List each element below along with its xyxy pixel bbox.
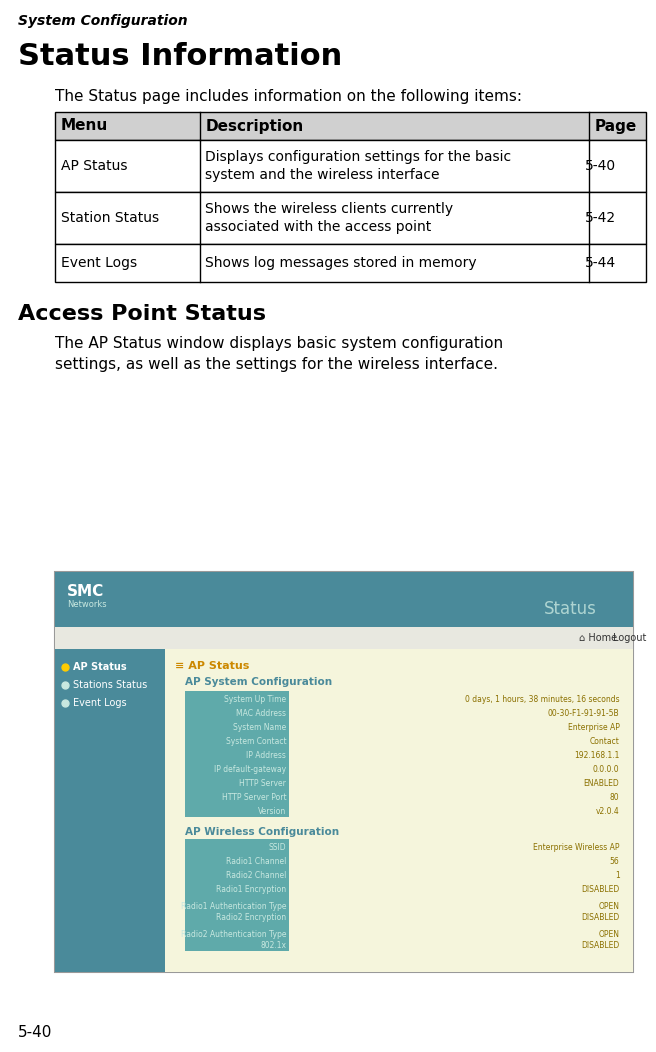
Text: Networks: Networks bbox=[67, 600, 106, 609]
Text: HTTP Server Port: HTTP Server Port bbox=[222, 792, 286, 802]
Text: 00-30-F1-91-91-5B: 00-30-F1-91-91-5B bbox=[548, 708, 619, 717]
Text: ≡ AP Status: ≡ AP Status bbox=[174, 661, 249, 671]
Text: Page: Page bbox=[594, 119, 637, 134]
Text: The AP Status window displays basic system configuration
settings, as well as th: The AP Status window displays basic syst… bbox=[55, 336, 503, 372]
Bar bbox=[55, 112, 646, 140]
Bar bbox=[184, 719, 289, 733]
Text: Displays configuration settings for the basic
system and the wireless interface: Displays configuration settings for the … bbox=[205, 149, 512, 182]
Text: System Configuration: System Configuration bbox=[18, 14, 188, 28]
Bar bbox=[184, 747, 289, 761]
Text: Shows log messages stored in memory: Shows log messages stored in memory bbox=[205, 256, 477, 270]
Bar bbox=[184, 909, 289, 923]
Bar bbox=[55, 140, 646, 193]
Bar bbox=[184, 761, 289, 775]
Text: IP default-gateway: IP default-gateway bbox=[214, 765, 286, 773]
Text: v2.0.4: v2.0.4 bbox=[596, 807, 619, 815]
Text: Enterprise Wireless AP: Enterprise Wireless AP bbox=[533, 843, 619, 851]
Text: Radio1 Channel: Radio1 Channel bbox=[226, 856, 286, 866]
Text: Status: Status bbox=[544, 600, 596, 618]
Text: OPEN: OPEN bbox=[598, 930, 619, 939]
Text: AP System Configuration: AP System Configuration bbox=[184, 677, 332, 687]
Text: DISABLED: DISABLED bbox=[581, 885, 619, 893]
Text: AP Status: AP Status bbox=[61, 159, 127, 173]
Bar bbox=[184, 705, 289, 719]
Bar bbox=[55, 244, 646, 282]
Text: 5-40: 5-40 bbox=[585, 159, 617, 173]
Text: Radio2 Encryption: Radio2 Encryption bbox=[216, 912, 286, 922]
Text: Event Logs: Event Logs bbox=[73, 697, 127, 708]
Text: IP Address: IP Address bbox=[247, 750, 286, 760]
Text: The Status page includes information on the following items:: The Status page includes information on … bbox=[55, 89, 522, 104]
Bar bbox=[184, 803, 289, 817]
Bar bbox=[184, 867, 289, 881]
Text: HTTP Server: HTTP Server bbox=[239, 778, 286, 788]
Text: DISABLED: DISABLED bbox=[581, 940, 619, 950]
Text: 1: 1 bbox=[615, 870, 619, 879]
Text: Contact: Contact bbox=[590, 736, 619, 746]
Bar bbox=[55, 572, 634, 972]
Text: System Contact: System Contact bbox=[226, 736, 286, 746]
Text: 5-42: 5-42 bbox=[585, 211, 617, 225]
Text: ENABLED: ENABLED bbox=[584, 778, 619, 788]
Text: 802.1x: 802.1x bbox=[260, 940, 286, 950]
Text: Radio2 Channel: Radio2 Channel bbox=[226, 870, 286, 879]
Bar bbox=[55, 649, 165, 972]
Text: OPEN: OPEN bbox=[598, 902, 619, 911]
Bar bbox=[165, 649, 634, 972]
Text: Radio2 Authentication Type: Radio2 Authentication Type bbox=[181, 930, 286, 939]
Text: Station Status: Station Status bbox=[61, 211, 159, 225]
Text: SMC: SMC bbox=[67, 584, 104, 599]
Text: System Up Time: System Up Time bbox=[224, 694, 286, 704]
Text: 56: 56 bbox=[609, 856, 619, 866]
Text: 0.0.0.0: 0.0.0.0 bbox=[593, 765, 619, 773]
Bar bbox=[184, 853, 289, 867]
Text: 192.168.1.1: 192.168.1.1 bbox=[574, 750, 619, 760]
Text: Description: Description bbox=[205, 119, 304, 134]
Text: Enterprise AP: Enterprise AP bbox=[567, 723, 619, 731]
Bar bbox=[184, 895, 289, 916]
Text: Status Information: Status Information bbox=[18, 42, 342, 70]
Text: SSID: SSID bbox=[269, 843, 286, 851]
Text: Radio1 Encryption: Radio1 Encryption bbox=[216, 885, 286, 893]
Text: Access Point Status: Access Point Status bbox=[18, 304, 266, 324]
Bar bbox=[55, 572, 634, 627]
Bar bbox=[184, 881, 289, 895]
Text: AP Status: AP Status bbox=[73, 662, 127, 672]
Bar bbox=[184, 789, 289, 803]
Bar bbox=[184, 839, 289, 853]
Text: Stations Status: Stations Status bbox=[73, 680, 147, 690]
Text: 5-44: 5-44 bbox=[585, 256, 617, 270]
Bar bbox=[184, 733, 289, 747]
Text: 80: 80 bbox=[610, 792, 619, 802]
Bar bbox=[55, 193, 646, 244]
Text: Radio1 Authentication Type: Radio1 Authentication Type bbox=[181, 902, 286, 911]
Text: Logout: Logout bbox=[613, 633, 647, 643]
Text: DISABLED: DISABLED bbox=[581, 912, 619, 922]
Text: MAC Address: MAC Address bbox=[236, 708, 286, 717]
Text: ⌂ Home: ⌂ Home bbox=[579, 633, 617, 643]
Text: Version: Version bbox=[258, 807, 286, 815]
Text: Event Logs: Event Logs bbox=[61, 256, 137, 270]
Text: System Name: System Name bbox=[233, 723, 286, 731]
Bar bbox=[184, 775, 289, 789]
Bar bbox=[55, 627, 634, 649]
Text: 5-40: 5-40 bbox=[18, 1025, 52, 1040]
Text: 0 days, 1 hours, 38 minutes, 16 seconds: 0 days, 1 hours, 38 minutes, 16 seconds bbox=[465, 694, 619, 704]
Text: Menu: Menu bbox=[61, 119, 108, 134]
Bar bbox=[184, 691, 289, 705]
Text: Shows the wireless clients currently
associated with the access point: Shows the wireless clients currently ass… bbox=[205, 202, 453, 235]
Bar bbox=[184, 937, 289, 951]
Text: AP Wireless Configuration: AP Wireless Configuration bbox=[184, 827, 338, 837]
Bar bbox=[184, 923, 289, 944]
